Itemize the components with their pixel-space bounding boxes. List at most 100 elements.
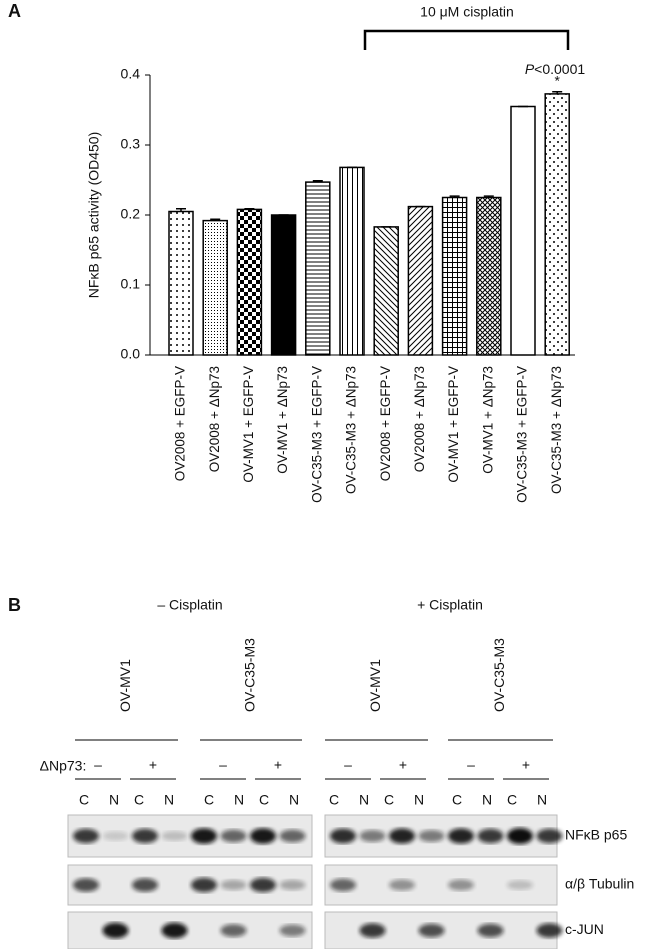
band (132, 878, 158, 892)
band (477, 923, 504, 938)
error-bar (483, 195, 494, 198)
error-bar (244, 207, 255, 210)
x-tick-label: OV-C35-M3 + ΔNp73 (549, 366, 564, 494)
band (330, 828, 356, 844)
bar (407, 205, 434, 356)
band (389, 879, 415, 891)
band (507, 880, 533, 890)
bar (202, 219, 228, 356)
bar (270, 214, 297, 356)
x-tick-label: OV-C35-M3 + EGFP-V (309, 366, 324, 503)
fraction-label: N (414, 792, 424, 808)
x-tick-label: OV-MV1 + EGFP-V (446, 366, 461, 483)
band (73, 878, 99, 892)
error-bar (176, 207, 186, 212)
band (220, 924, 247, 937)
annotation-text: <0.0001 (534, 61, 585, 77)
bar (168, 210, 194, 356)
error-bar (210, 218, 221, 221)
error-bar (312, 179, 323, 183)
band (418, 830, 445, 842)
dnp73-state: + (522, 757, 530, 773)
cell-line-label: OV-C35-M3 (242, 638, 258, 712)
band (359, 830, 386, 842)
dnp73-state: – (467, 757, 475, 773)
band (330, 878, 356, 892)
band (102, 922, 129, 939)
y-tick-label: 0.1 (121, 276, 141, 292)
band (220, 829, 247, 843)
fraction-label: C (384, 792, 394, 808)
fraction-label: N (109, 792, 119, 808)
annotation-italic: P (525, 61, 535, 77)
band (536, 828, 563, 844)
band (507, 828, 533, 844)
dnp73-state: + (399, 757, 407, 773)
dnp73-state: – (344, 757, 352, 773)
band (389, 828, 415, 844)
condition-label: + Cisplatin (417, 597, 483, 613)
band (477, 828, 504, 844)
y-tick-label: 0.2 (121, 206, 141, 222)
x-tick-label: OV2008 + ΔNp73 (207, 366, 222, 472)
dnp73-label: ΔNp73: (40, 758, 87, 774)
row-label: c-JUN (565, 921, 604, 937)
bar (373, 226, 399, 356)
bar (441, 196, 468, 356)
x-tick-label: OV-C35-M3 + ΔNp73 (344, 366, 359, 494)
band (191, 877, 217, 893)
band (250, 877, 276, 893)
band (279, 924, 306, 937)
band (161, 922, 188, 939)
row-label: α/β Tubulin (565, 876, 634, 892)
fraction-label: C (452, 792, 462, 808)
fraction-label: C (507, 792, 517, 808)
blot-panel (324, 864, 558, 906)
fraction-label: N (164, 792, 174, 808)
fraction-label: C (259, 792, 269, 808)
dnp73-state: + (274, 757, 282, 773)
bar (510, 105, 536, 356)
band (418, 923, 445, 938)
fraction-label: N (537, 792, 547, 808)
annotation-mark: * (554, 73, 560, 89)
dnp73-state: – (219, 757, 227, 773)
y-tick-label: 0.4 (121, 66, 141, 82)
bracket (363, 29, 570, 50)
band (102, 831, 129, 841)
band (73, 828, 99, 844)
band (132, 828, 158, 844)
band (279, 829, 306, 843)
dnp73-state: – (94, 757, 102, 773)
x-tick-label: OV-MV1 + EGFP-V (241, 366, 256, 483)
y-tick-label: 0.3 (121, 136, 141, 152)
annotation: P<0.0001 (525, 61, 586, 77)
cell-line-label: OV-MV1 (367, 659, 383, 712)
bracket-label: 10 μM cisplatin (420, 4, 514, 20)
cell-line-label: OV-C35-M3 (491, 638, 507, 712)
bar (544, 93, 570, 356)
band (536, 923, 563, 938)
x-tick-label: OV2008 + ΔNp73 (412, 366, 427, 472)
y-tick-label: 0.0 (121, 346, 141, 362)
row-label: NFκB p65 (565, 827, 627, 843)
band (250, 828, 276, 844)
panel-label: A (8, 1, 21, 21)
fraction-label: C (79, 792, 89, 808)
x-tick-label: OV-C35-M3 + EGFP-V (515, 366, 530, 503)
fraction-label: N (359, 792, 369, 808)
bar (339, 166, 365, 356)
x-tick-label: OV2008 + EGFP-V (173, 366, 188, 481)
band (220, 879, 247, 891)
condition-label: – Cisplatin (157, 597, 222, 613)
x-tick-label: OV-MV1 + ΔNp73 (480, 366, 495, 474)
y-axis-title: NFκB p65 activity (OD450) (86, 132, 102, 299)
x-tick-label: OV-MV1 + ΔNp73 (275, 366, 290, 474)
band (191, 828, 217, 844)
dnp73-state: + (149, 757, 157, 773)
error-bar (552, 91, 563, 94)
fraction-label: C (134, 792, 144, 808)
band (448, 879, 474, 891)
bar (476, 196, 502, 356)
